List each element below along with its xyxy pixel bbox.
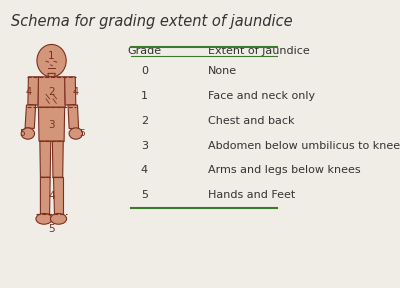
Polygon shape	[40, 141, 51, 177]
Text: 5: 5	[79, 129, 85, 138]
Polygon shape	[48, 73, 55, 77]
Ellipse shape	[69, 128, 82, 139]
Polygon shape	[68, 105, 78, 128]
Text: Abdomen below umbilicus to knees: Abdomen below umbilicus to knees	[208, 141, 400, 151]
Text: 2: 2	[48, 87, 55, 97]
Polygon shape	[65, 77, 76, 105]
Polygon shape	[52, 141, 63, 177]
Text: Arms and legs below knees: Arms and legs below knees	[208, 165, 360, 175]
Text: 3: 3	[141, 141, 148, 151]
Polygon shape	[40, 177, 50, 214]
Polygon shape	[53, 177, 63, 214]
Text: 5: 5	[19, 129, 25, 138]
Text: 5: 5	[141, 190, 148, 200]
Ellipse shape	[37, 44, 66, 77]
Text: Schema for grading extent of jaundice: Schema for grading extent of jaundice	[11, 14, 293, 29]
Polygon shape	[25, 105, 36, 128]
Text: 1: 1	[48, 52, 55, 61]
Ellipse shape	[36, 213, 52, 224]
Polygon shape	[28, 77, 38, 105]
Text: 4: 4	[26, 87, 32, 97]
Text: Extent of Jaundice: Extent of Jaundice	[208, 46, 309, 56]
Text: 4: 4	[48, 191, 55, 201]
Text: Hands and Feet: Hands and Feet	[208, 190, 295, 200]
Text: 1: 1	[141, 91, 148, 101]
Ellipse shape	[21, 128, 34, 139]
Polygon shape	[38, 77, 65, 107]
Text: None: None	[208, 66, 237, 76]
Text: 4: 4	[72, 87, 78, 97]
Text: 2: 2	[141, 116, 148, 126]
Text: Face and neck only: Face and neck only	[208, 91, 315, 101]
Text: 5: 5	[48, 224, 55, 234]
Polygon shape	[38, 107, 65, 141]
Text: Chest and back: Chest and back	[208, 116, 294, 126]
Text: 4: 4	[141, 165, 148, 175]
Ellipse shape	[50, 213, 67, 224]
Text: Grade: Grade	[127, 46, 162, 56]
Text: 0: 0	[141, 66, 148, 76]
Text: 3: 3	[48, 120, 55, 130]
